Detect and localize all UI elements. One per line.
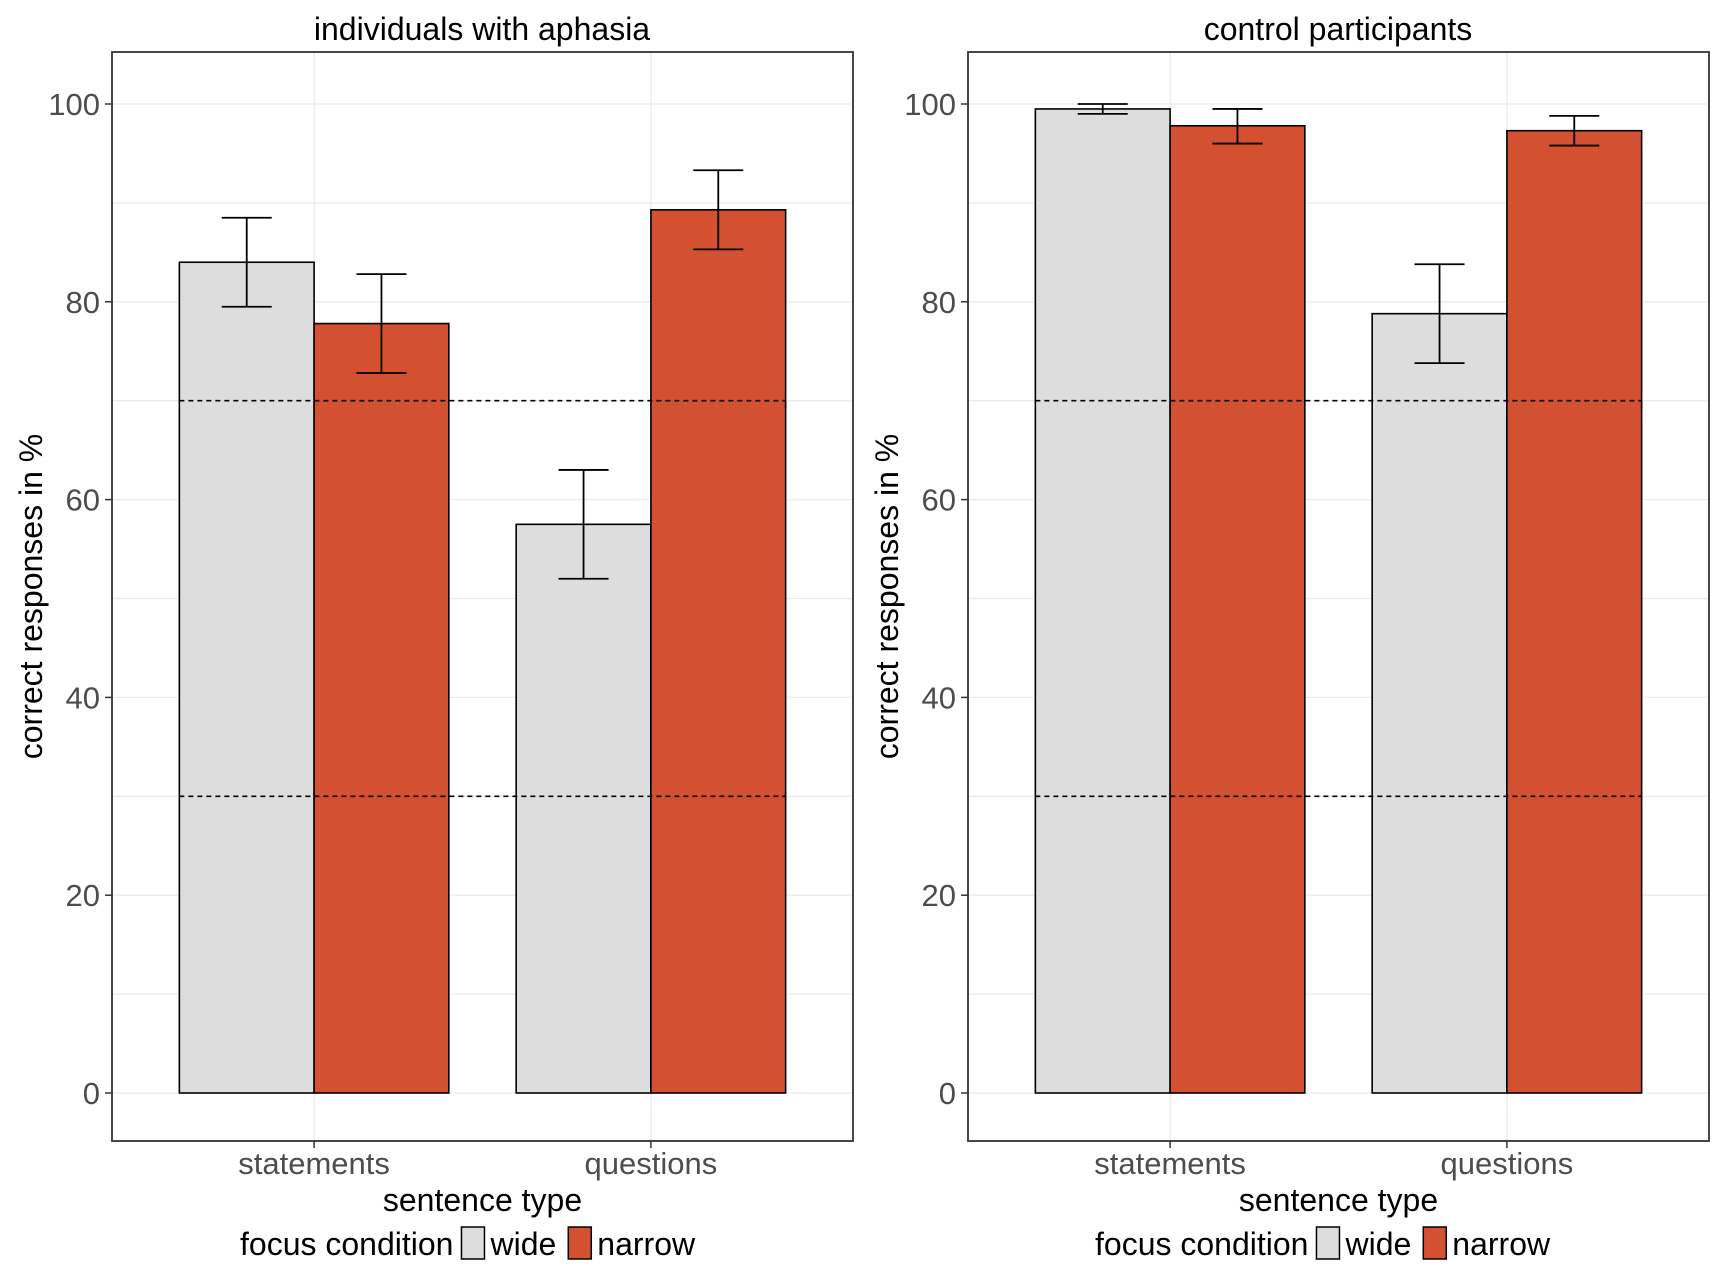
y-tick-label: 0 [939,1076,956,1111]
x-tick-label: questions [1441,1146,1574,1181]
y-tick-label: 0 [83,1076,100,1111]
errorbar-narrow-questions [1549,114,1600,147]
legend-swatch-narrow [567,1226,593,1260]
y-tick-label: 100 [48,87,100,122]
panel-border [967,51,1710,1142]
legend-label-wide: wide [489,1226,556,1262]
bar-narrow-statements [313,322,450,1094]
errorbar-narrow-questions [693,169,744,251]
legend-title: focus condition [240,1226,453,1262]
chart-title: control participants [1204,11,1473,47]
chart-panel-1: 0 20 40 60 80 100 statements questions individua… [13,11,854,1262]
y-axis-title: correct responses in % [13,434,49,759]
bar-wide-questions [1371,312,1508,1094]
y-tick-label: 40 [66,680,100,715]
x-tick-label: questions [585,1146,718,1181]
errorbar-narrow-statements [1212,108,1263,145]
errorbar-wide-questions [558,469,609,580]
y-tick-label: 80 [922,285,956,320]
bar-narrow-questions [1506,129,1643,1094]
y-tick-label: 80 [66,285,100,320]
legend-label-narrow: narrow [597,1226,696,1262]
x-tick-label: statements [1094,1146,1246,1181]
legend-swatch-wide [1315,1226,1341,1260]
chart-title: individuals with aphasia [314,11,650,47]
y-tick-label: 40 [922,680,956,715]
errorbar-wide-statements [221,216,272,308]
y-tick-label: 60 [66,483,100,518]
bar-wide-statements [178,261,315,1094]
errorbar-narrow-statements [356,273,407,374]
y-tick-label: 100 [904,87,956,122]
y-tick-label: 20 [922,878,956,913]
x-axis-title: sentence type [1239,1182,1438,1218]
legend: focus condition wide narrow [1095,1226,1551,1262]
legend: focus condition wide narrow [240,1226,696,1262]
y-tick-label: 60 [922,483,956,518]
legend-swatch-narrow [1422,1226,1448,1260]
chart-panel-2: 0 20 40 60 80 100 statements questions control p… [869,11,1710,1262]
bar-wide-statements [1034,108,1171,1094]
errorbar-wide-questions [1414,263,1465,365]
bar-narrow-questions [650,209,787,1094]
panel-border [111,51,854,1142]
legend-label-wide: wide [1344,1226,1411,1262]
bar-narrow-statements [1169,124,1306,1094]
legend-label-narrow: narrow [1452,1226,1551,1262]
x-tick-label: statements [238,1146,390,1181]
y-tick-label: 20 [66,878,100,913]
x-axis-title: sentence type [383,1182,582,1218]
legend-swatch-wide [460,1226,486,1260]
y-axis-title: correct responses in % [869,434,905,759]
bar-wide-questions [515,523,652,1094]
errorbar-wide-statements [1077,103,1128,115]
legend-title: focus condition [1095,1226,1308,1262]
